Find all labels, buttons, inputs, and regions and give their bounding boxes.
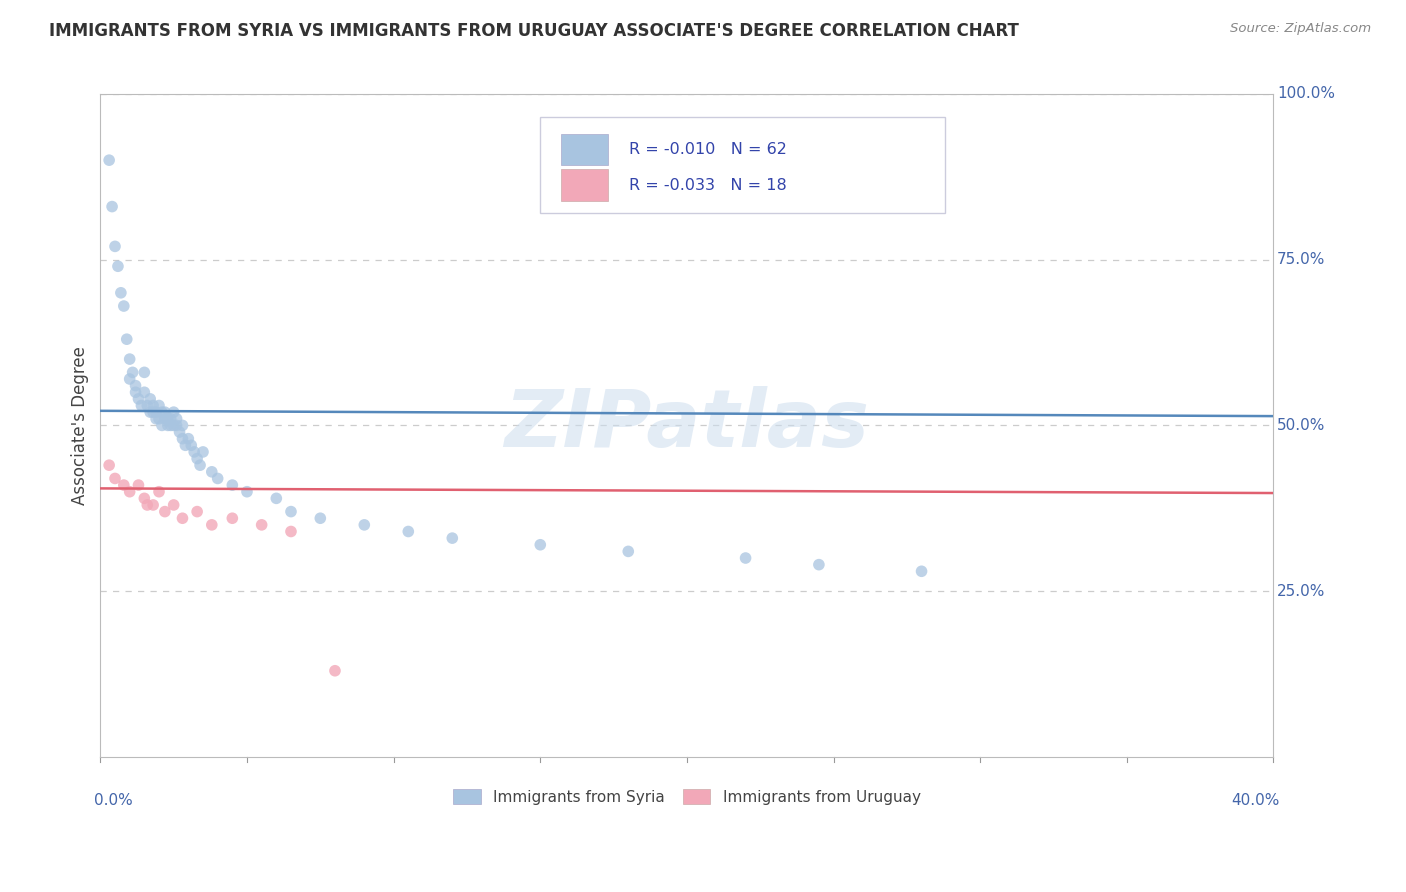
Point — [166, 418, 188, 433]
Point — [118, 484, 141, 499]
Point — [153, 505, 176, 519]
Text: 50.0%: 50.0% — [1277, 418, 1326, 433]
Point — [145, 405, 167, 419]
Text: R = -0.010   N = 62: R = -0.010 N = 62 — [630, 142, 787, 157]
Point — [148, 411, 170, 425]
Point — [121, 365, 143, 379]
Point — [221, 478, 243, 492]
Point — [174, 438, 197, 452]
Point — [98, 458, 121, 473]
Point — [134, 365, 156, 379]
Point — [280, 524, 302, 539]
Point — [107, 260, 129, 274]
Point — [910, 564, 932, 578]
Point — [98, 153, 121, 168]
Text: 40.0%: 40.0% — [1232, 793, 1279, 808]
Text: 0.0%: 0.0% — [94, 793, 134, 808]
FancyBboxPatch shape — [561, 134, 609, 166]
Text: ZIPatlas: ZIPatlas — [505, 386, 869, 465]
Point — [309, 511, 332, 525]
Point — [150, 405, 173, 419]
Point — [163, 418, 186, 433]
Point — [166, 411, 188, 425]
Point — [177, 432, 200, 446]
Legend: Immigrants from Syria, Immigrants from Uruguay: Immigrants from Syria, Immigrants from U… — [446, 781, 928, 813]
Point — [139, 405, 162, 419]
Point — [134, 385, 156, 400]
Point — [183, 445, 205, 459]
Point — [115, 332, 138, 346]
Point — [112, 478, 135, 492]
Point — [186, 451, 208, 466]
Point — [142, 399, 165, 413]
Point — [207, 471, 229, 485]
Point — [188, 458, 211, 473]
Point — [280, 505, 302, 519]
Point — [153, 411, 176, 425]
Point — [186, 505, 208, 519]
Point — [148, 399, 170, 413]
Point — [148, 484, 170, 499]
Point — [136, 399, 159, 413]
Point — [201, 517, 224, 532]
Point — [150, 418, 173, 433]
Point — [131, 399, 153, 413]
Point — [807, 558, 830, 572]
Point — [266, 491, 288, 506]
Y-axis label: Associate's Degree: Associate's Degree — [72, 346, 89, 505]
Point — [169, 425, 191, 439]
Text: 75.0%: 75.0% — [1277, 252, 1326, 267]
Point — [156, 411, 179, 425]
FancyBboxPatch shape — [561, 169, 609, 202]
FancyBboxPatch shape — [540, 117, 945, 213]
Point — [124, 378, 146, 392]
Point — [153, 405, 176, 419]
Point — [124, 385, 146, 400]
Text: 25.0%: 25.0% — [1277, 583, 1326, 599]
Text: 100.0%: 100.0% — [1277, 87, 1336, 102]
Point — [353, 517, 375, 532]
Point — [104, 239, 127, 253]
Point — [145, 411, 167, 425]
Point — [112, 299, 135, 313]
Text: Source: ZipAtlas.com: Source: ZipAtlas.com — [1230, 22, 1371, 36]
Point — [617, 544, 640, 558]
Point — [163, 405, 186, 419]
Point — [734, 551, 756, 566]
Point — [101, 200, 124, 214]
Text: R = -0.033   N = 18: R = -0.033 N = 18 — [630, 178, 787, 193]
Point — [236, 484, 259, 499]
Point — [136, 498, 159, 512]
Point — [118, 352, 141, 367]
Point — [104, 471, 127, 485]
Point — [221, 511, 243, 525]
Point — [118, 372, 141, 386]
Point — [156, 418, 179, 433]
Point — [139, 392, 162, 406]
Point — [172, 418, 194, 433]
Point — [142, 405, 165, 419]
Point — [201, 465, 224, 479]
Point — [159, 411, 181, 425]
Point — [396, 524, 419, 539]
Point — [172, 432, 194, 446]
Point — [142, 498, 165, 512]
Point — [191, 445, 214, 459]
Point — [529, 538, 551, 552]
Point — [127, 392, 149, 406]
Point — [180, 438, 202, 452]
Point — [127, 478, 149, 492]
Point — [163, 498, 186, 512]
Point — [250, 517, 273, 532]
Point — [441, 531, 464, 545]
Point — [159, 418, 181, 433]
Point — [110, 285, 132, 300]
Point — [323, 664, 346, 678]
Text: IMMIGRANTS FROM SYRIA VS IMMIGRANTS FROM URUGUAY ASSOCIATE'S DEGREE CORRELATION : IMMIGRANTS FROM SYRIA VS IMMIGRANTS FROM… — [49, 22, 1019, 40]
Point — [134, 491, 156, 506]
Point — [172, 511, 194, 525]
